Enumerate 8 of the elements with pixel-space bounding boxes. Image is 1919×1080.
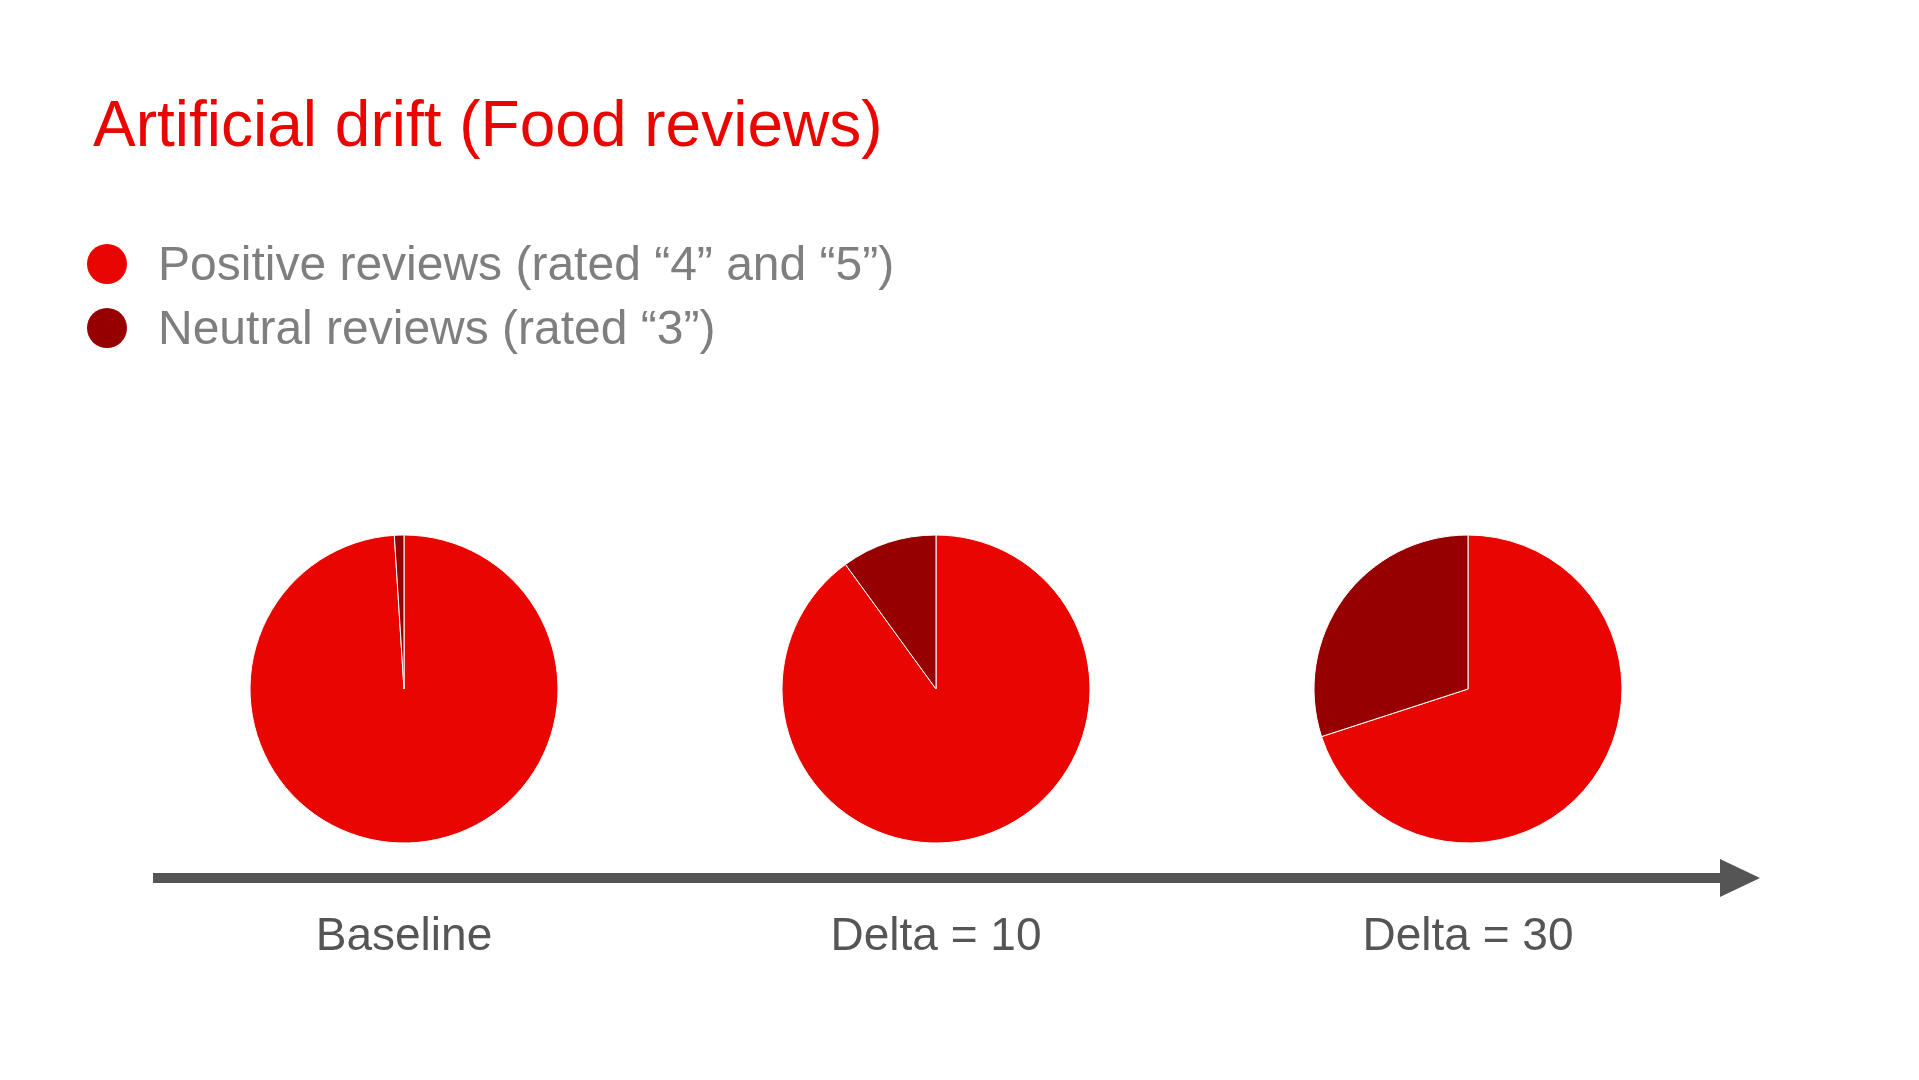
chart-title: Artificial drift (Food reviews) bbox=[93, 88, 883, 160]
text: Delta = 10 bbox=[830, 908, 1042, 960]
pie-slice bbox=[249, 534, 559, 844]
text: Baseline bbox=[315, 908, 493, 960]
legend-label: Neutral reviews (rated “3”) bbox=[158, 301, 716, 354]
legend-label: Positive reviews (rated “4” and “5”) bbox=[158, 237, 895, 290]
text: Delta = 30 bbox=[1362, 908, 1574, 960]
pie-slice bbox=[781, 534, 1091, 844]
